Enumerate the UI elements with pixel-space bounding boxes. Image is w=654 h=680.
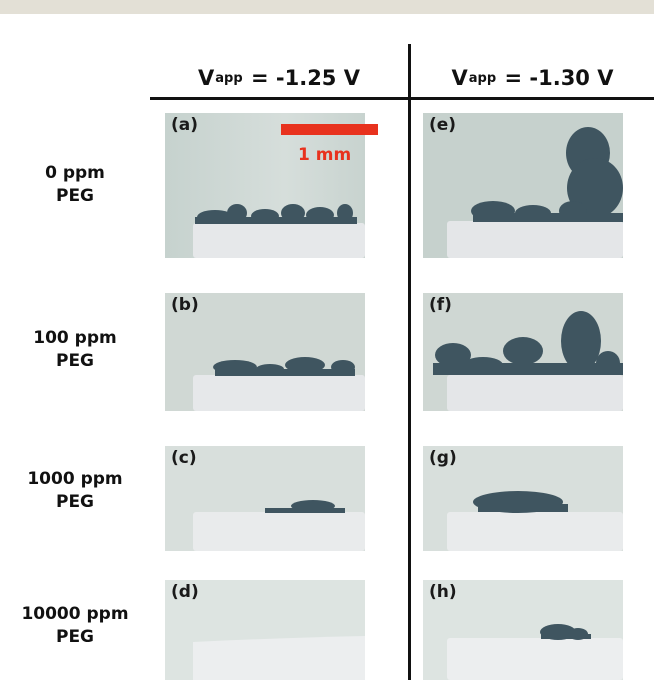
scale-bar xyxy=(281,124,378,135)
panel-label-a: (a) xyxy=(171,115,199,135)
micrograph-panel-b: (b) xyxy=(165,293,365,411)
row-label-10000ppm: 10000 ppm PEG xyxy=(21,604,129,647)
row-label-1000ppm: 1000 ppm PEG xyxy=(27,469,123,512)
panel-label-f: (f) xyxy=(429,295,452,315)
micrograph-panel-h: (h) xyxy=(423,580,623,680)
micrograph-panel-e: (e) xyxy=(423,113,623,258)
micrograph-panel-c: (c) xyxy=(165,446,365,551)
micrograph-panel-a: (a) xyxy=(165,113,365,258)
micrograph-panel-d: (d) xyxy=(165,580,365,680)
row-label-100ppm: 100 ppm PEG xyxy=(33,328,117,371)
panel-label-c: (c) xyxy=(171,448,197,468)
panel-label-e: (e) xyxy=(429,115,457,135)
panel-label-b: (b) xyxy=(171,295,199,315)
row-label-0ppm: 0 ppm PEG xyxy=(45,163,105,206)
header-underline xyxy=(150,97,654,100)
top-divider-bar xyxy=(0,0,654,14)
scale-bar-label: 1 mm xyxy=(298,145,352,165)
panel-label-d: (d) xyxy=(171,582,199,602)
micrograph-panel-g: (g) xyxy=(423,446,623,551)
micrograph-panel-f: (f) xyxy=(423,293,623,411)
panel-label-g: (g) xyxy=(429,448,457,468)
column-divider xyxy=(408,44,411,680)
panel-label-h: (h) xyxy=(429,582,457,602)
